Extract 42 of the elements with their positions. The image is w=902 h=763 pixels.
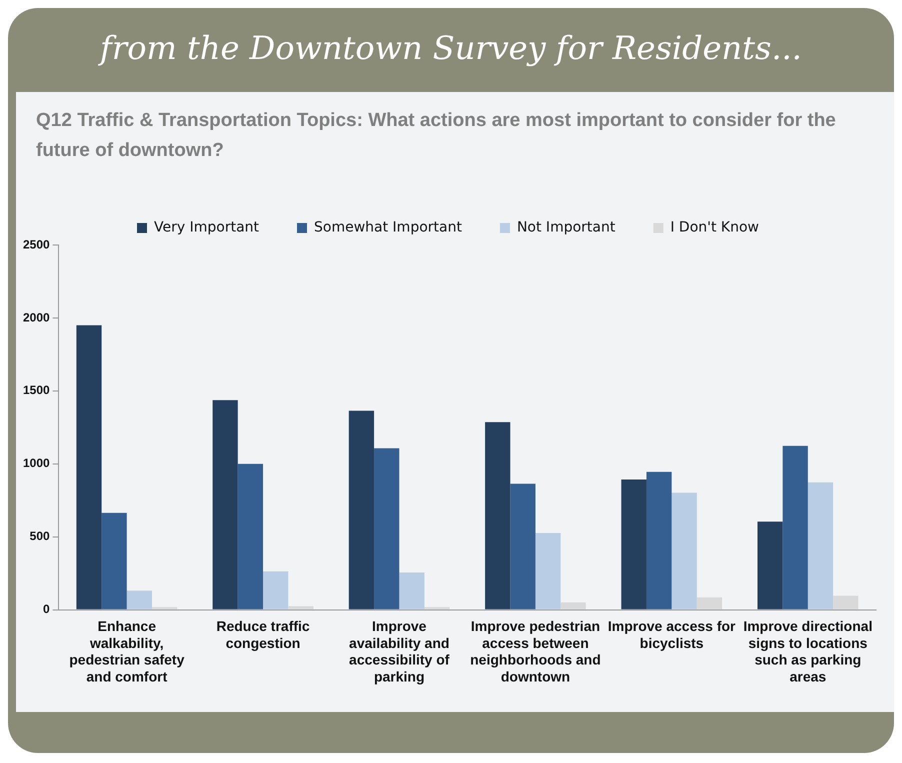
bar xyxy=(833,596,858,610)
y-tick-label: 2500 xyxy=(22,237,50,252)
bar xyxy=(424,606,450,610)
bar xyxy=(126,590,152,610)
bar xyxy=(374,448,400,610)
bar xyxy=(152,606,178,610)
x-tick-label: Improve pedestrian access between neighborhoods and downtown xyxy=(470,618,601,684)
bar xyxy=(510,484,536,610)
bar xyxy=(757,521,783,610)
bar xyxy=(263,571,288,610)
bar xyxy=(782,446,808,610)
y-tick-label: 1000 xyxy=(22,456,50,470)
bar xyxy=(621,479,646,610)
bar xyxy=(102,512,127,610)
bar xyxy=(212,400,238,610)
y-tick-label: 0 xyxy=(43,602,50,616)
y-tick-label: 1500 xyxy=(22,383,50,398)
y-tick-label: 500 xyxy=(30,528,50,543)
x-tick-label: Improve directional signs to locations such as parking areas xyxy=(743,618,872,684)
bar xyxy=(696,597,722,610)
bar xyxy=(399,572,424,610)
x-tick-label: Improve availability and accessibility of parking xyxy=(349,618,450,684)
legend-label: Not Important xyxy=(516,219,616,236)
chart-title: from the Downtown Survey for Residents... xyxy=(97,28,803,69)
legend-label: Somewhat Important xyxy=(314,219,462,236)
bar xyxy=(348,410,374,610)
chart-subtitle: Q12 Traffic & Transportation Topics: What actions are most important to consider for the future of downtown? xyxy=(35,109,837,164)
bar xyxy=(646,472,672,610)
bar xyxy=(238,464,264,610)
bar xyxy=(535,532,561,610)
bar xyxy=(288,606,314,610)
x-tick-label: Enhance walkability, pedestrian safety and comfort xyxy=(69,618,185,684)
bar xyxy=(808,482,834,610)
bar xyxy=(672,492,697,610)
bar xyxy=(485,422,510,610)
x-tick-label: Reduce traffic congestion xyxy=(216,618,310,651)
bar xyxy=(560,602,586,610)
bar xyxy=(76,325,102,610)
x-tick-label: Improve access for bicyclists xyxy=(608,618,736,651)
legend-label: Very Important xyxy=(154,219,260,236)
legend-label: I Don't Know xyxy=(670,219,759,236)
y-tick-label: 2000 xyxy=(22,310,50,324)
